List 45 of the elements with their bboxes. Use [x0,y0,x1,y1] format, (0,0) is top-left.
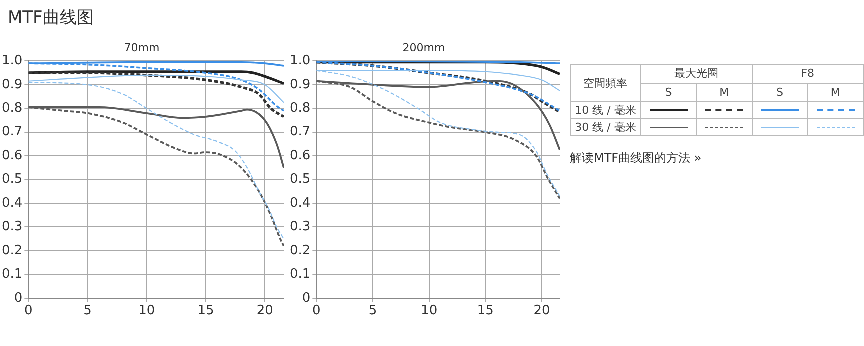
y-tick-label: 0.6 [290,148,311,164]
y-tick-label: 0.5 [290,172,311,188]
x-tick-label: 0 [24,304,33,319]
y-tick-label: 0.4 [290,196,311,211]
y-tick-label: 1.0 [290,54,311,69]
y-tick-label: 0.3 [290,220,311,235]
x-tick-label: 10 [138,304,156,319]
y-tick-label: 0.9 [290,77,311,92]
y-tick-label: 0.8 [290,101,311,116]
y-tick-label: 0.5 [2,172,23,188]
y-tick-label: 0.6 [2,148,23,164]
y-tick-label: 0.7 [2,124,23,140]
text: 最大光圈 [640,64,752,83]
text: 解读MTF曲线图的方法 » [570,150,702,167]
x-tick-label: 0 [312,304,321,319]
y-tick-label: 0 [302,290,311,306]
x-tick-label: 15 [477,304,494,319]
y-tick-label: 0.7 [290,124,311,140]
text: 30 线 / 毫米 [570,118,641,136]
y-tick-label: 0.9 [2,77,23,92]
y-tick-label: 0 [14,290,23,306]
text: S [640,83,697,102]
y-tick-label: 0.2 [290,243,311,258]
y-tick-label: 0.4 [2,196,23,211]
x-tick-label: 20 [534,304,550,319]
x-tick-label: 20 [256,304,274,319]
x-tick-label: 5 [84,304,92,319]
y-tick-label: 0.3 [2,220,23,235]
y-tick-label: 0.1 [290,267,311,282]
text: M [696,83,752,102]
text: F8 [752,64,864,83]
x-tick-label: 15 [198,304,214,319]
text: M [808,83,864,102]
y-tick-label: 1.0 [2,54,23,69]
text: S [752,83,808,102]
y-tick-label: 0.8 [2,101,23,116]
text: 空間頻率 [570,64,641,102]
chart-title: 70mm [124,41,160,54]
y-tick-label: 0.2 [2,243,23,258]
text: MTF曲线图 [8,7,94,29]
x-tick-label: 5 [368,304,378,319]
chart-title: 200mm [402,41,446,54]
x-tick-label: 10 [421,304,438,319]
y-tick-label: 0.1 [2,267,23,282]
text: 10 线 / 毫米 [570,102,641,118]
